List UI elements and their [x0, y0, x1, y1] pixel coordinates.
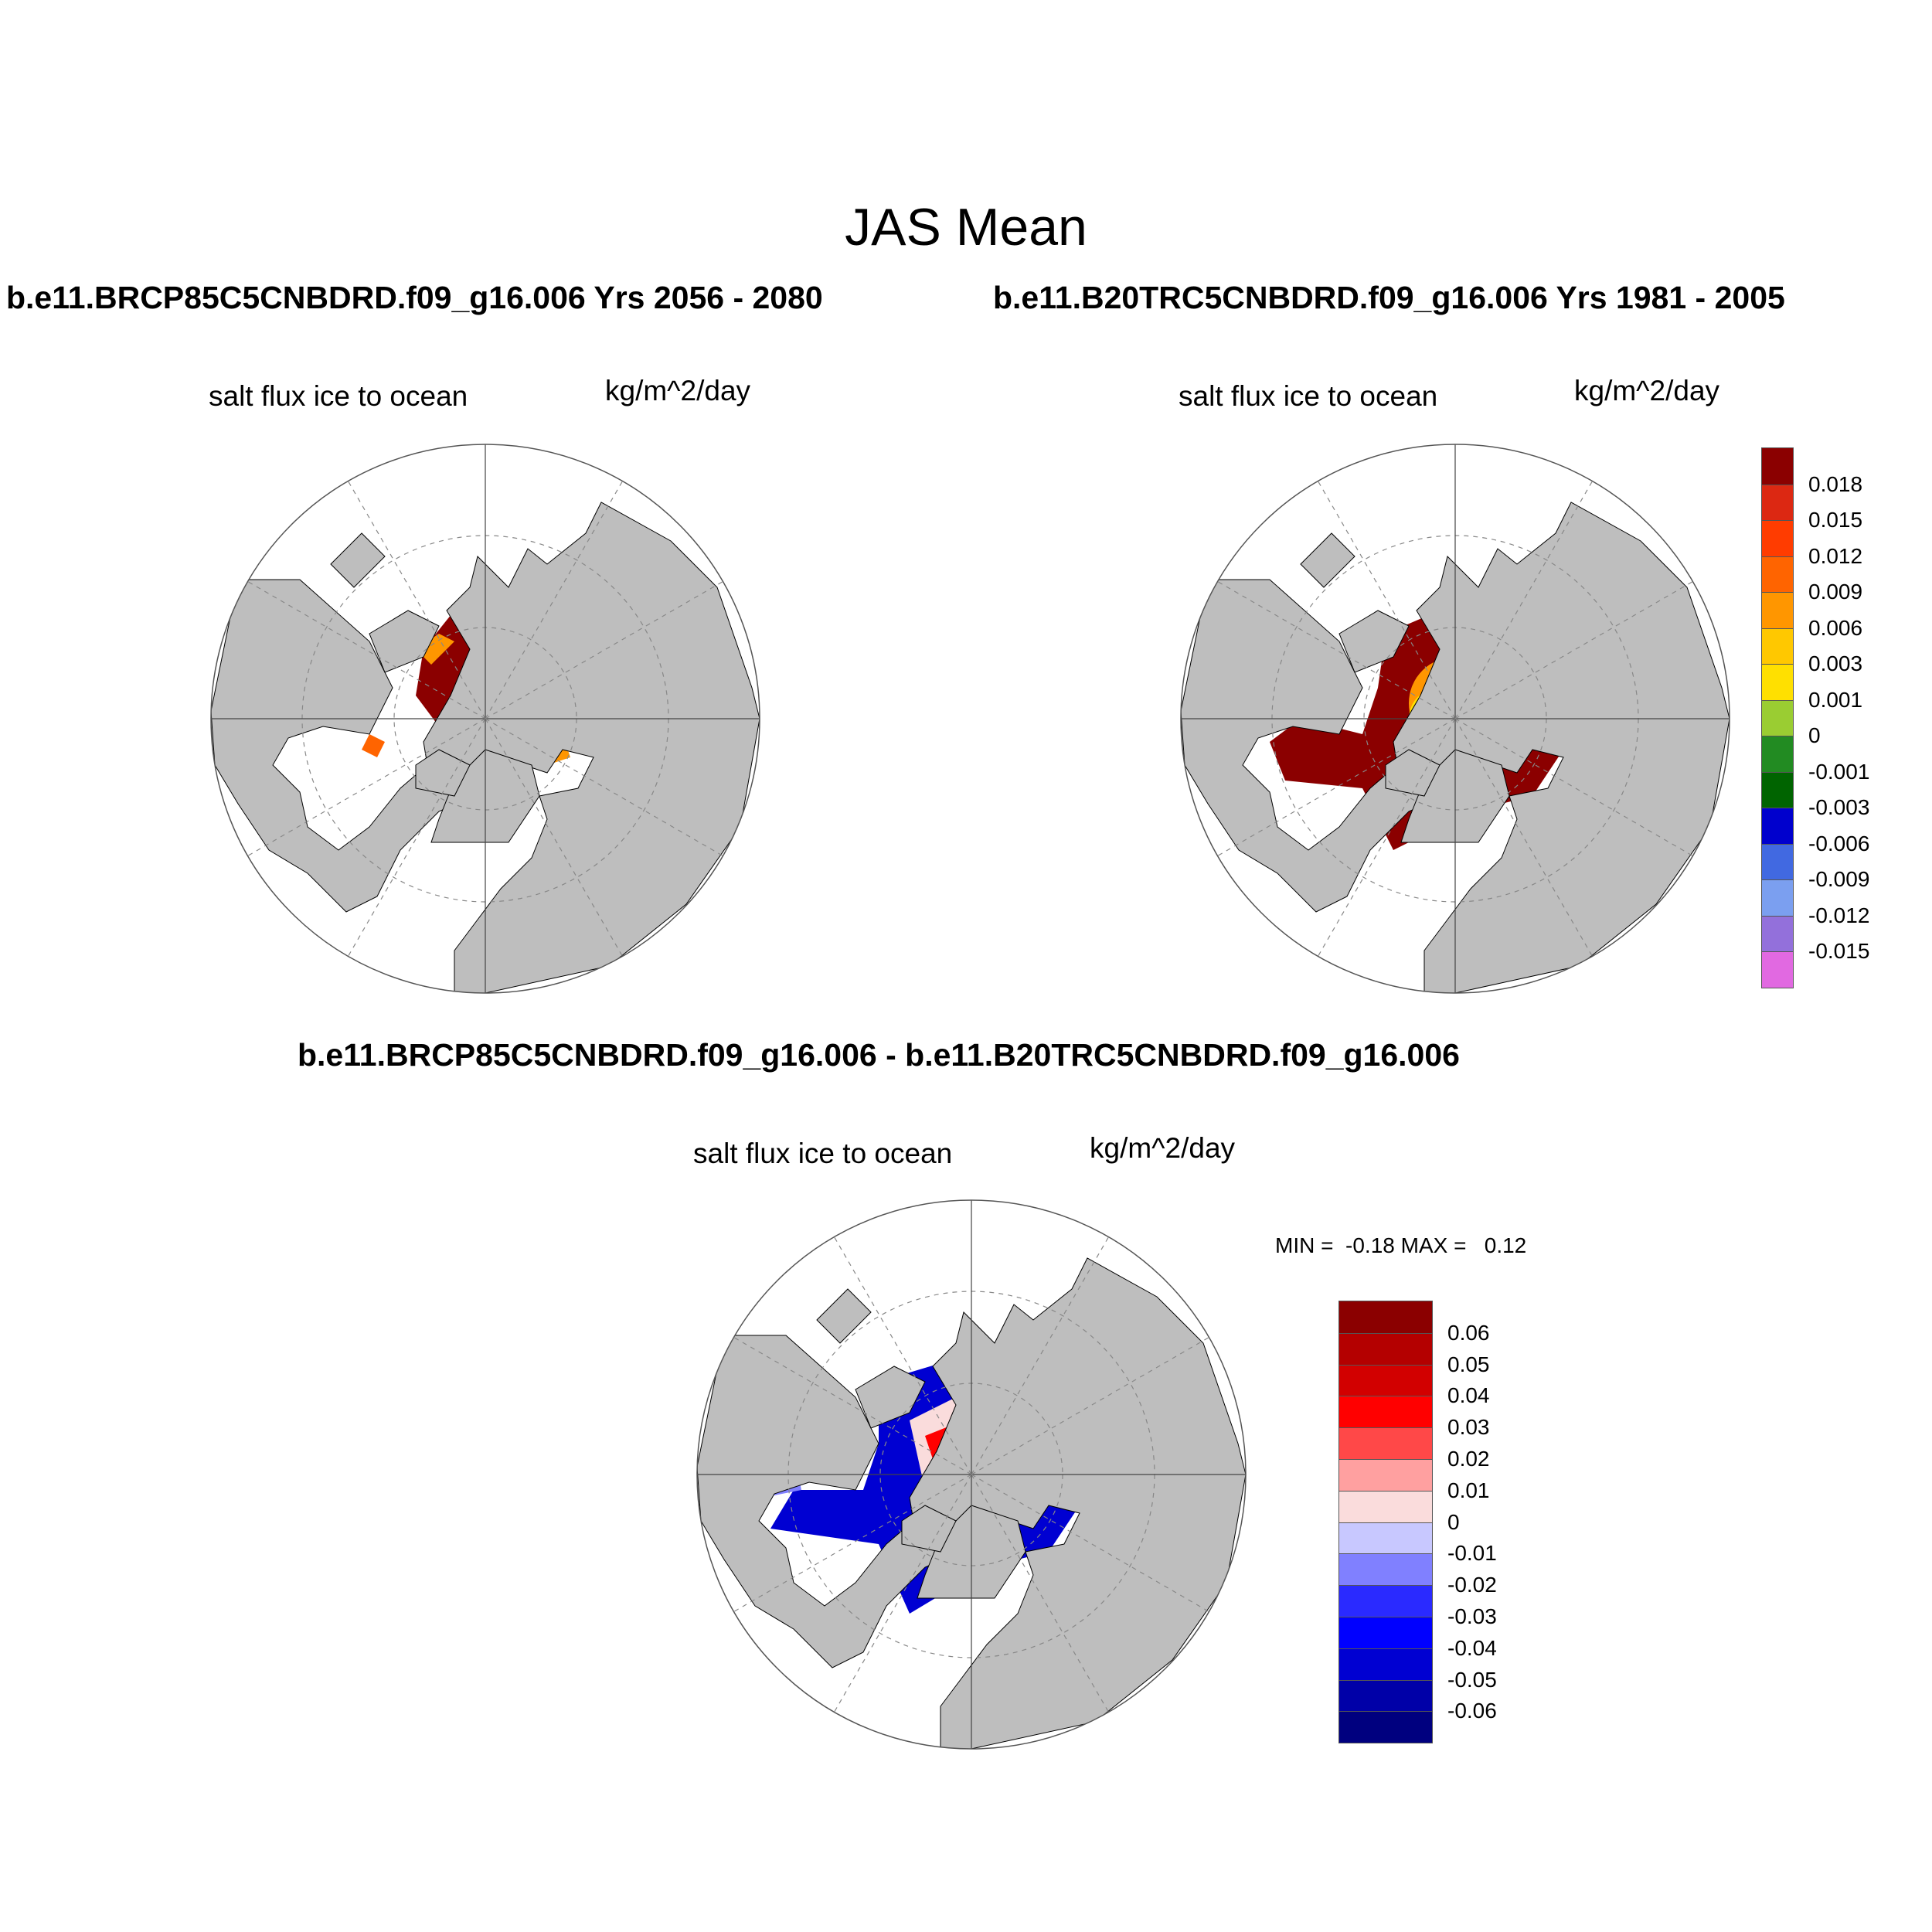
field-edge: [416, 634, 454, 665]
colorbar-difference-swatch: [1338, 1616, 1433, 1649]
colorbar-difference-tick-label: 0.06: [1447, 1320, 1490, 1345]
colorbar-absolute-swatch: [1761, 951, 1794, 988]
land-mass: [1385, 749, 1440, 797]
colorbar-difference-swatch: [1338, 1647, 1433, 1681]
units-label-top-right: kg/m^2/day: [1574, 375, 1720, 406]
variable-label-top-right: salt flux ice to ocean: [1179, 380, 1438, 412]
colorbar-absolute-swatch: [1761, 735, 1794, 773]
colorbar-difference-tick-label: -0.03: [1447, 1604, 1497, 1628]
figure-title: JAS Mean: [845, 198, 1087, 257]
colorbar-absolute-swatch: [1761, 483, 1794, 521]
colorbar-difference-tick-label: -0.04: [1447, 1635, 1497, 1660]
colorbar-difference-tick-label: 0.01: [1447, 1478, 1490, 1502]
colorbar-absolute-tick-label: -0.001: [1808, 759, 1870, 784]
min-max-readout: MIN = -0.18 MAX = 0.12: [1275, 1233, 1527, 1257]
land-mass: [1300, 532, 1355, 588]
colorbar-absolute-swatch: [1761, 807, 1794, 845]
colorbar-absolute-swatch: [1761, 699, 1794, 736]
colorbar-difference-swatch: [1338, 1584, 1433, 1617]
colorbar-difference-tick-label: -0.05: [1447, 1667, 1497, 1692]
colorbar-difference-swatch: [1338, 1427, 1433, 1460]
colorbar-absolute-tick-label: -0.012: [1808, 903, 1870, 927]
colorbar-absolute-tick-label: -0.006: [1808, 831, 1870, 855]
map-border: [696, 1199, 1247, 1750]
panel-header-bottom: b.e11.BRCP85C5CNBDRD.f09_g16.006 - b.e11…: [298, 1037, 1460, 1073]
colorbar-difference-swatch: [1338, 1521, 1433, 1555]
colorbar-absolute-swatch: [1761, 842, 1794, 880]
polar-map-top-left: [210, 444, 760, 994]
colorbar-difference-swatch: [1338, 1301, 1433, 1334]
colorbar-absolute-tick-label: 0: [1808, 723, 1821, 747]
colorbar-absolute-swatch: [1761, 591, 1794, 629]
colorbar-difference-tick-label: 0.04: [1447, 1383, 1490, 1408]
colorbar-difference-tick-label: -0.01: [1447, 1541, 1497, 1566]
polar-map-top-right: [1180, 444, 1730, 994]
variable-label-bottom: salt flux ice to ocean: [693, 1138, 953, 1169]
colorbar-difference-tick-label: 0: [1447, 1509, 1460, 1534]
colorbar-difference-tick-label: 0.03: [1447, 1415, 1490, 1440]
panel-header-top-right: b.e11.B20TRC5CNBDRD.f09_g16.006 Yrs 1981…: [993, 280, 1785, 315]
colorbar-difference-swatch: [1338, 1363, 1433, 1397]
land-mass: [816, 1288, 872, 1344]
colorbar-absolute-tick-label: -0.003: [1808, 795, 1870, 819]
map-border: [1180, 444, 1730, 994]
colorbar-difference-tick-label: 0.05: [1447, 1352, 1490, 1376]
land-mass: [1338, 610, 1410, 673]
colorbar-difference-swatch: [1338, 1553, 1433, 1587]
colorbar-absolute-tick-label: -0.015: [1808, 939, 1870, 963]
colorbar-absolute-swatch: [1761, 914, 1794, 952]
colorbar-absolute-swatch: [1761, 447, 1794, 485]
colorbar-absolute-tick-label: 0.012: [1808, 543, 1863, 568]
units-label-bottom: kg/m^2/day: [1090, 1132, 1236, 1164]
colorbar-difference-swatch: [1338, 1489, 1433, 1523]
land-mass: [330, 532, 386, 588]
colorbar-absolute-swatch: [1761, 770, 1794, 808]
polar-map-bottom: [696, 1199, 1247, 1750]
colorbar-difference-swatch: [1338, 1679, 1433, 1713]
colorbar-absolute-tick-label: 0.006: [1808, 615, 1863, 640]
units-label-top-left: kg/m^2/day: [605, 375, 751, 406]
colorbar-difference-swatch: [1338, 1332, 1433, 1366]
colorbar-absolute-swatch: [1761, 663, 1794, 701]
colorbar-absolute-tick-label: 0.001: [1808, 687, 1863, 712]
colorbar-difference-swatch: [1338, 1395, 1433, 1429]
colorbar-difference-tick-label: -0.06: [1447, 1699, 1497, 1723]
land-mass: [855, 1366, 926, 1429]
colorbar-absolute-swatch: [1761, 879, 1794, 917]
colorbar-absolute-swatch: [1761, 555, 1794, 593]
variable-label-top-left: salt flux ice to ocean: [209, 380, 468, 412]
colorbar-absolute-tick-label: -0.009: [1808, 867, 1870, 891]
field-edge: [362, 734, 385, 757]
map-border: [210, 444, 760, 994]
colorbar-absolute-tick-label: 0.009: [1808, 580, 1863, 604]
land-mass: [369, 610, 440, 673]
colorbar-absolute-tick-label: 0.018: [1808, 471, 1863, 496]
land-mass: [901, 1505, 957, 1553]
colorbar-difference-tick-label: -0.02: [1447, 1573, 1497, 1597]
land-mass: [415, 749, 471, 797]
colorbar-absolute-tick-label: 0.003: [1808, 651, 1863, 675]
colorbar-absolute-tick-label: 0.015: [1808, 508, 1863, 532]
colorbar-difference-tick-label: 0.02: [1447, 1447, 1490, 1471]
colorbar-difference-swatch: [1338, 1710, 1433, 1744]
panel-header-top-left: b.e11.BRCP85C5CNBDRD.f09_g16.006 Yrs 205…: [6, 280, 823, 315]
colorbar-difference-swatch: [1338, 1458, 1433, 1492]
colorbar-absolute-swatch: [1761, 519, 1794, 557]
colorbar-absolute-swatch: [1761, 627, 1794, 665]
